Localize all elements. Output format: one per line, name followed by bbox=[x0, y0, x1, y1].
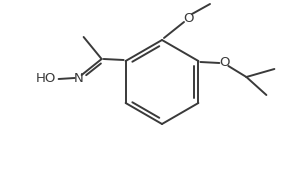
Text: O: O bbox=[183, 12, 193, 24]
Text: HO: HO bbox=[36, 73, 56, 86]
Text: N: N bbox=[74, 71, 83, 84]
Text: O: O bbox=[219, 57, 230, 69]
